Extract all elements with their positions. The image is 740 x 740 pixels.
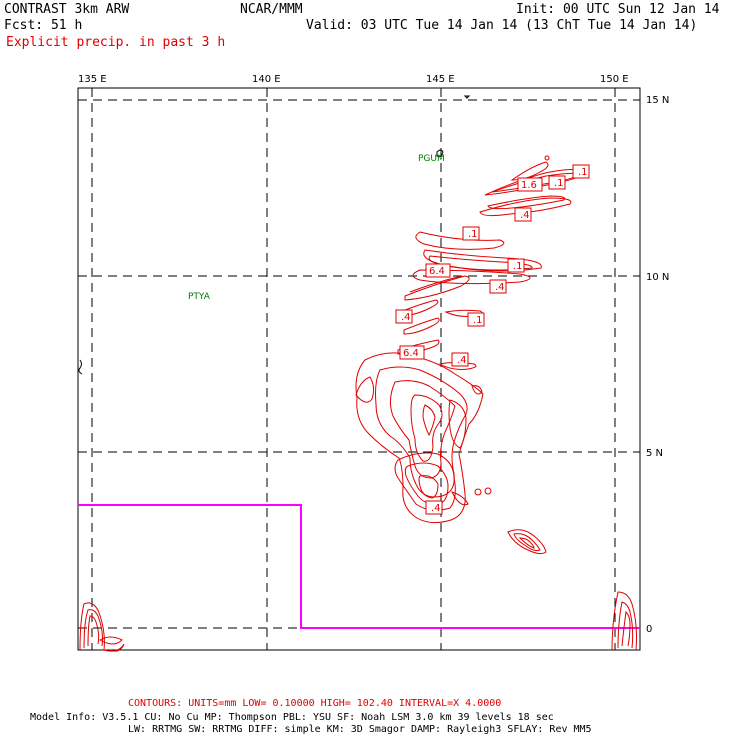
- contour-south-cell-1: [474, 488, 482, 496]
- contour-south-3: [418, 475, 439, 499]
- contour-label: .1: [578, 167, 588, 178]
- contour-se-corner-2: [617, 601, 634, 649]
- label-box: [425, 500, 443, 515]
- contour-main-east-cell: [471, 385, 483, 395]
- contour-nc-band-4: [412, 269, 531, 285]
- contour-sw-corner-1: [79, 602, 125, 652]
- label-box: [425, 263, 451, 278]
- model-info-line-1: Model Info: V3.5.1 CU: No Cu MP: Thompso…: [30, 712, 554, 723]
- contour-label: 1.6: [521, 180, 537, 191]
- precip-map: 135 E 140 E 145 E 150 E 15 N 10 N 5 N 0: [77, 74, 669, 652]
- label-box: [572, 164, 590, 179]
- contour-label: .4: [431, 503, 441, 514]
- lon-label-140e: 140 E: [252, 74, 281, 85]
- label-box: [467, 312, 485, 327]
- contour-sw-corner-2: [83, 609, 103, 649]
- label-box: [548, 175, 566, 190]
- lon-label-145e: 145 E: [426, 74, 455, 85]
- station-pgum: PGUM: [418, 154, 445, 164]
- label-box: [395, 309, 413, 324]
- label-box: [517, 177, 543, 192]
- model-info-line-2: LW: RRTMG SW: RRTMG DIFF: simple KM: 3D …: [128, 724, 592, 735]
- contour-main-west: [355, 376, 375, 403]
- coastlines: [78, 95, 471, 375]
- lon-label-150e: 150 E: [600, 74, 629, 85]
- contour-label: .1: [554, 178, 564, 189]
- contour-main-5: [422, 404, 436, 437]
- forecast-hour: Fcst: 51 h: [4, 18, 83, 33]
- contour-ne-band-3: [479, 197, 572, 217]
- contour-sw-corner-3: [87, 615, 100, 647]
- contour-south-outer: [394, 452, 456, 511]
- label-box: [489, 279, 507, 294]
- contour-label: .1: [513, 261, 523, 272]
- contour-se-cluster-2: [513, 533, 541, 551]
- field-title: Explicit precip. in past 3 h: [6, 35, 226, 50]
- contour-main-3: [389, 380, 456, 479]
- lon-label-135e: 135 E: [78, 74, 107, 85]
- contour-main-outer: [355, 352, 484, 524]
- lat-label-0: 0: [646, 624, 652, 635]
- contour-south-east: [451, 491, 469, 506]
- contour-label: .4: [520, 210, 530, 221]
- coast-west-edge: [78, 359, 83, 375]
- contour-isolated-cell: [544, 155, 550, 161]
- lat-label-10n: 10 N: [646, 272, 669, 283]
- contour-label: .4: [457, 355, 467, 366]
- contour-se-corner-1: [611, 591, 637, 651]
- label-box: [514, 207, 532, 222]
- contour-main-4: [410, 394, 443, 462]
- contour-label: .4: [495, 282, 505, 293]
- valid-time: Valid: 03 UTC Tue 14 Jan 14 (13 ChT Tue …: [306, 18, 698, 33]
- station-ptya: PTYA: [188, 292, 211, 302]
- contour-sw-corner-4: [99, 636, 123, 645]
- contour-se-corner-3: [621, 610, 631, 647]
- contour-mid-band-2: [403, 317, 440, 335]
- organization-label: NCAR/MMM: [240, 2, 303, 17]
- contour-label: 6.4: [403, 348, 419, 359]
- contour-main-2: [375, 366, 468, 498]
- contour-main-east: [448, 399, 467, 449]
- contour-nc-band-1: [415, 231, 505, 250]
- contour-info: CONTOURS: UNITS=mm LOW= 0.10000 HIGH= 10…: [128, 698, 502, 709]
- label-box: [507, 258, 525, 273]
- lat-label-5n: 5 N: [646, 448, 663, 459]
- contour-se-cluster-3: [518, 537, 535, 549]
- label-box: [462, 226, 480, 241]
- label-box: [399, 345, 425, 360]
- contour-label: 6.4: [429, 266, 445, 277]
- contour-south-cell-2: [484, 487, 492, 495]
- nested-domain-boundary: [78, 504, 640, 629]
- model-title: CONTRAST 3km ARW: [4, 2, 130, 17]
- map-frame: [77, 87, 641, 651]
- contour-ne-band-4: [487, 195, 566, 210]
- contour-nc-band-6: [409, 275, 463, 293]
- label-box: [451, 352, 469, 367]
- contour-nc-band-5: [404, 275, 470, 301]
- lat-label-15n: 15 N: [646, 95, 669, 106]
- contour-label: .4: [401, 312, 411, 323]
- coast-guam: [436, 149, 444, 157]
- init-time: Init: 00 UTC Sun 12 Jan 14: [516, 2, 720, 17]
- contour-labels: .1 .1 1.6 .4 .1 .1 6.4 .4 .4 .1 6.4 .4 .…: [395, 164, 590, 515]
- contour-label: .1: [468, 229, 478, 240]
- contour-se-cluster-1: [507, 529, 547, 555]
- contour-label: .1: [473, 315, 483, 326]
- precip-contours: [79, 155, 637, 652]
- coast-island-north: [463, 95, 471, 99]
